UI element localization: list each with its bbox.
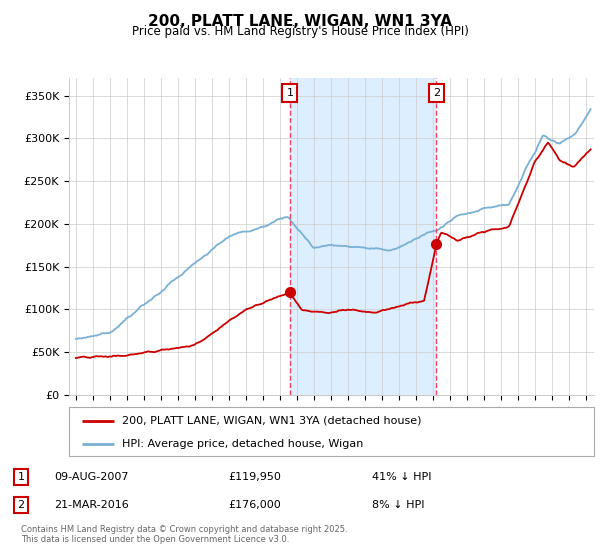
Text: 21-MAR-2016: 21-MAR-2016 [54, 500, 129, 510]
Bar [290, 78, 436, 395]
Text: 41% ↓ HPI: 41% ↓ HPI [372, 472, 431, 482]
Text: 1: 1 [17, 472, 25, 482]
Text: 2: 2 [433, 87, 440, 97]
Text: 8% ↓ HPI: 8% ↓ HPI [372, 500, 425, 510]
Text: 09-AUG-2007: 09-AUG-2007 [54, 472, 128, 482]
Text: 200, PLATT LANE, WIGAN, WN1 3YA (detached house): 200, PLATT LANE, WIGAN, WN1 3YA (detache… [121, 416, 421, 426]
Text: Contains HM Land Registry data © Crown copyright and database right 2025.
This d: Contains HM Land Registry data © Crown c… [21, 525, 347, 544]
Text: Price paid vs. HM Land Registry's House Price Index (HPI): Price paid vs. HM Land Registry's House … [131, 25, 469, 38]
Text: HPI: Average price, detached house, Wigan: HPI: Average price, detached house, Wiga… [121, 439, 363, 449]
Text: 1: 1 [286, 87, 293, 97]
Text: £176,000: £176,000 [228, 500, 281, 510]
Text: £119,950: £119,950 [228, 472, 281, 482]
Text: 200, PLATT LANE, WIGAN, WN1 3YA: 200, PLATT LANE, WIGAN, WN1 3YA [148, 14, 452, 29]
Text: 2: 2 [17, 500, 25, 510]
